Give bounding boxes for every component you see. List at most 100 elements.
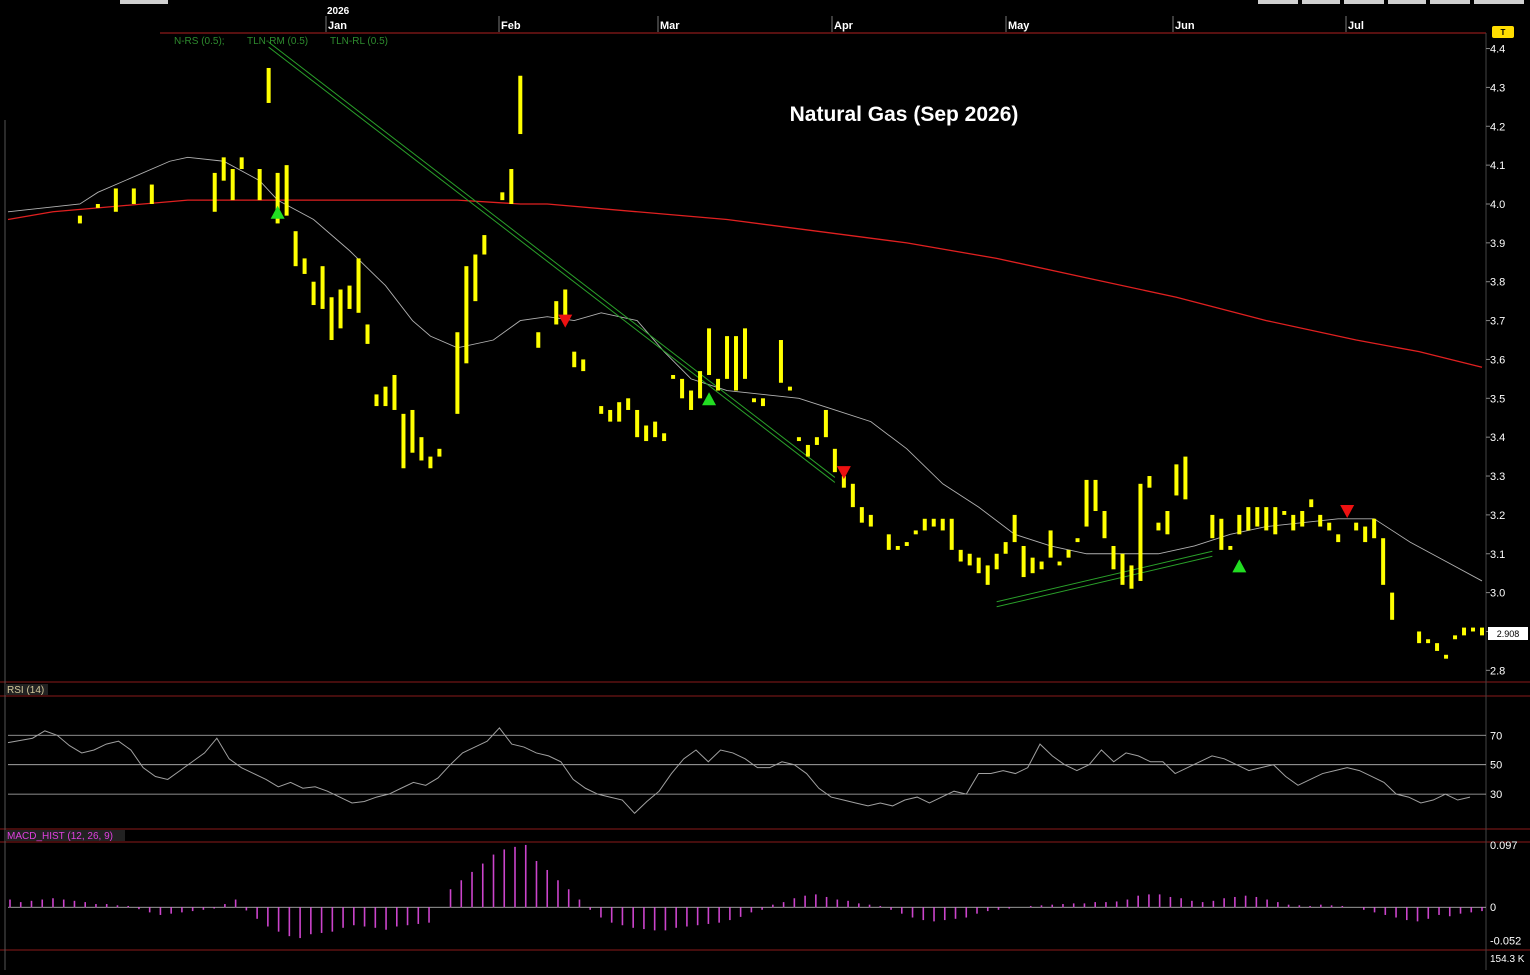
price-bar (608, 409, 613, 422)
price-bar (787, 386, 792, 391)
price-bar (257, 169, 262, 201)
price-tick-label: 4.1 (1490, 160, 1505, 172)
price-bar (1120, 553, 1125, 585)
price-bar (1471, 627, 1476, 632)
indicator-legend-tlnrm: TLN-RM (0.5) (247, 36, 308, 47)
price-bar (302, 258, 307, 274)
indicator-legend-nrs: N-RS (0.5); (174, 36, 225, 47)
last-price-label: 2.908 (1497, 629, 1520, 639)
price-bar (455, 332, 460, 414)
price-bar (1165, 511, 1170, 535)
price-bar (437, 448, 442, 457)
price-bar (1417, 631, 1422, 644)
price-bar (1147, 476, 1152, 488)
price-bar (95, 203, 100, 208)
price-bar (751, 398, 756, 403)
price-tick-label: 3.7 (1490, 316, 1505, 328)
price-bar (131, 188, 136, 204)
macd-tick-label: -0.052 (1490, 936, 1521, 948)
price-bar (1300, 511, 1305, 527)
price-bar (635, 409, 640, 438)
price-bar (1282, 511, 1287, 515)
price-bar (401, 413, 406, 469)
price-bar (1030, 557, 1035, 574)
price-bar (904, 542, 909, 546)
price-tick-label: 3.9 (1490, 238, 1505, 250)
price-bar (1372, 518, 1377, 539)
rsi-line (7, 727, 1471, 814)
price-bar (482, 235, 487, 255)
price-bar (1318, 514, 1323, 527)
month-label-jul: Jul (1348, 20, 1364, 32)
moving-average-short (7, 156, 1483, 582)
price-bar (1390, 592, 1395, 620)
price-bar (734, 336, 739, 391)
price-tick-label: 3.6 (1490, 354, 1505, 366)
price-bar (796, 437, 801, 442)
price-bar (1066, 549, 1071, 558)
signal-markers (270, 205, 1355, 573)
price-bar (949, 518, 954, 550)
price-bar (778, 340, 783, 383)
price-bar (994, 553, 999, 570)
sell-signal-icon (1340, 505, 1355, 519)
price-bar (868, 514, 873, 527)
price-bar (311, 281, 316, 306)
price-bar (284, 165, 289, 216)
price-bar (689, 390, 694, 410)
price-bar (886, 534, 891, 550)
price-bar (1255, 507, 1260, 527)
price-bar (1183, 456, 1188, 500)
price-bar (1021, 545, 1026, 578)
price-tick-label: 3.3 (1490, 471, 1505, 483)
price-bar (365, 324, 370, 344)
price-bar (1228, 545, 1233, 550)
month-axis: Jan Feb Mar Apr May Jun Jul (325, 16, 1364, 32)
price-bar (1462, 627, 1467, 636)
price-bar (374, 394, 379, 407)
trendlines (268, 41, 1213, 608)
price-bar (743, 328, 747, 379)
price-bar (1210, 514, 1215, 539)
price-bar (1093, 479, 1098, 512)
trendline (996, 555, 1213, 608)
price-bar (1327, 522, 1332, 531)
price-bar (500, 192, 505, 201)
price-bar (1102, 511, 1107, 539)
buy-signal-icon (270, 205, 285, 219)
price-bar (1075, 538, 1080, 543)
price-bar (473, 254, 478, 302)
price-tick-label: 2.8 (1490, 665, 1505, 677)
price-bar (1237, 514, 1242, 535)
price-bar (895, 545, 900, 550)
price-bar (419, 437, 424, 461)
price-tick-label: 4.4 (1490, 44, 1505, 56)
scale-marker-icon[interactable]: T (1492, 26, 1514, 38)
price-bar (716, 378, 721, 391)
macd-panel-label: MACD_HIST (12, 26, 9) (7, 831, 113, 842)
ma-short-line (7, 156, 1483, 582)
price-bar (1048, 530, 1053, 558)
price-bar (320, 266, 325, 309)
macd-tick-label: 0.097 (1490, 840, 1518, 852)
macd-tick-label: 0 (1490, 902, 1496, 914)
month-label-feb: Feb (501, 20, 521, 32)
price-bar (1264, 507, 1269, 531)
price-bar (985, 565, 990, 585)
price-bar (725, 336, 730, 379)
price-bar (931, 518, 936, 527)
price-tick-label: 4.3 (1490, 82, 1505, 94)
price-bar (1111, 545, 1116, 570)
price-bar (221, 157, 226, 181)
trendline (268, 46, 836, 483)
sell-signal-icon (836, 466, 851, 480)
price-bar (1219, 518, 1224, 550)
last-price-tag: 2.908 (1488, 627, 1528, 640)
price-bar (1444, 654, 1449, 659)
price-bar (266, 67, 271, 103)
price-bar (662, 433, 667, 442)
price-bar (1354, 522, 1359, 531)
rsi-tick-label: 70 (1490, 730, 1502, 742)
price-bar (572, 351, 577, 368)
